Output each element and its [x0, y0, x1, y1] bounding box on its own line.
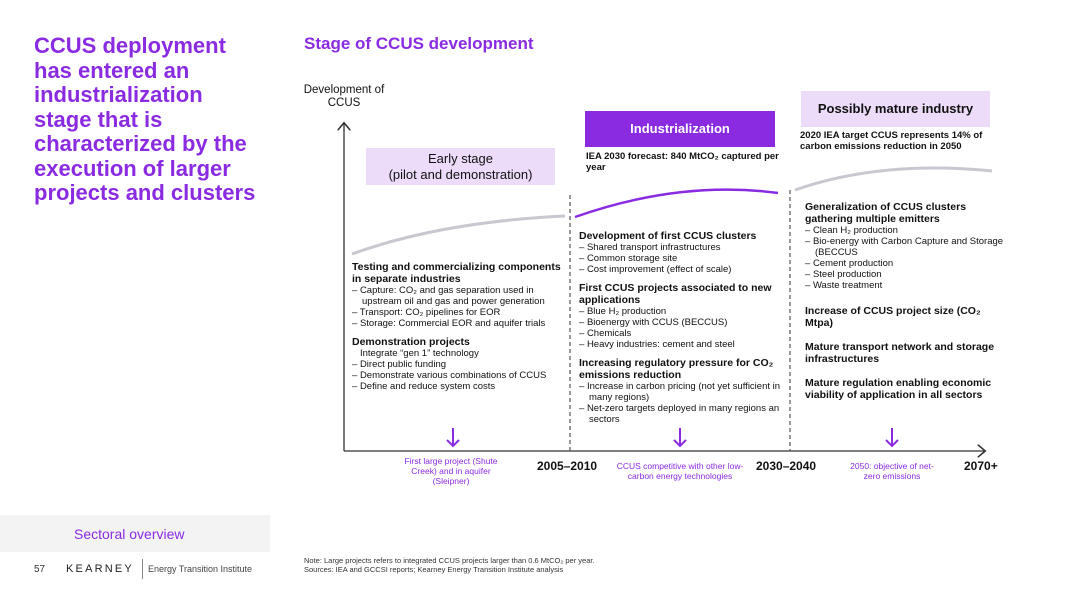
list-item: – Cement production [805, 258, 894, 269]
sources-text: Sources: IEA and GCCSI reports; Kearney … [304, 565, 564, 574]
list-item: – Blue H₂ production [579, 306, 667, 317]
list-item: – Waste treatment [805, 280, 883, 291]
page-number: 57 [34, 564, 46, 575]
stage-subtitle: (pilot and demonstration) [388, 167, 533, 182]
logo-divider [142, 559, 143, 579]
section-heading: Generalization of CCUS clusters gatherin… [805, 201, 967, 225]
curve-early [351, 214, 566, 256]
footer-strip [0, 552, 270, 607]
section-heading: First CCUS projects associated to new ap… [579, 282, 772, 306]
list-item: – Increase in carbon pricing (not yet su… [579, 381, 781, 403]
section-heading: Increase of CCUS project size (CO₂ Mtpa) [805, 305, 981, 329]
industrialization-forecast: IEA 2030 forecast: 840 MtCO₂ captured pe… [586, 151, 779, 173]
sectoral-overview-link[interactable]: Sectoral overview [74, 526, 185, 542]
x-tick-label: 2030–2040 [756, 459, 817, 473]
list-item: – Steel production [805, 269, 882, 280]
list-item: – Net-zero targets deployed in many regi… [579, 403, 780, 425]
left-panel-top [0, 0, 270, 515]
footnote: Note: Large projects refers to integrate… [304, 556, 595, 574]
x-tick-label: 2070+ [964, 459, 998, 473]
mature-description: Generalization of CCUS clusters gatherin… [805, 201, 1005, 401]
section-heading: Mature transport network and storage inf… [805, 341, 995, 365]
stage-box-early: Early stage (pilot and demonstration) [366, 148, 555, 185]
down-arrow-icon [446, 428, 460, 448]
list-item: – Shared transport infrastructures [579, 242, 721, 253]
list-item: – Storage: Commercial EOR and aquifer tr… [352, 318, 546, 329]
list-item: – Direct public funding [352, 359, 447, 370]
list-item: – Capture: CO₂ and gas separation used i… [352, 285, 545, 307]
industrialization-description: Development of first CCUS clusters – Sha… [579, 230, 784, 425]
milestone-caption: First large project (Shute Creek) and in… [404, 456, 498, 486]
section-heading: Testing and commercializing components i… [352, 261, 561, 285]
curve-industrialization [574, 188, 779, 219]
down-arrow-icon [885, 428, 899, 448]
stage-box-mature: Possibly mature industry [801, 91, 990, 127]
mature-target: 2020 IEA target CCUS represents 14% of c… [800, 130, 983, 152]
logo-subtitle: Energy Transition Institute [148, 564, 253, 574]
early-stage-description: Testing and commercializing components i… [352, 261, 567, 392]
list-item: – Clean H₂ production [805, 225, 898, 236]
y-axis-label: Development of CCUS [303, 84, 385, 109]
section-heading: Mature regulation enabling economic viab… [805, 377, 992, 401]
list-item: – Heavy industries: cement and steel [579, 339, 735, 350]
note-text: Note: Large projects refers to integrate… [304, 556, 595, 565]
stage-box-industrialization: Industrialization [585, 111, 775, 147]
stage-title: Early stage [427, 151, 494, 166]
list-item: – Transport: CO₂ pipelines for EOR [352, 307, 501, 318]
list-item: – Define and reduce system costs [352, 381, 496, 392]
down-arrow-icon [673, 428, 687, 448]
list-item: – Demonstrate various combinations of CC… [352, 370, 547, 381]
list-item: – Chemicals [579, 328, 632, 339]
x-tick-label: 2005–2010 [537, 459, 598, 473]
section-heading: Development of first CCUS clusters [579, 230, 757, 242]
section-subheading: Integrate “gen 1” technology [360, 348, 479, 359]
milestone-caption: CCUS competitive with other low-carbon e… [616, 461, 744, 481]
list-item: – Cost improvement (effect of scale) [579, 264, 732, 275]
curve-mature [794, 166, 993, 192]
section-heading: Demonstration projects [352, 336, 470, 348]
kearney-logo: KEARNEY [66, 563, 134, 575]
milestone-caption: 2050: objective of net-zero emissions [850, 461, 934, 481]
list-item: – Bio-energy with Carbon Capture and Sto… [805, 236, 1004, 258]
list-item: – Bioenergy with CCUS (BECCUS) [579, 317, 728, 328]
section-title: Stage of CCUS development [304, 34, 534, 53]
section-heading: Increasing regulatory pressure for CO₂ e… [579, 357, 774, 381]
list-item: – Common storage site [579, 253, 678, 264]
headline: CCUS deployment has entered an industria… [34, 33, 256, 205]
